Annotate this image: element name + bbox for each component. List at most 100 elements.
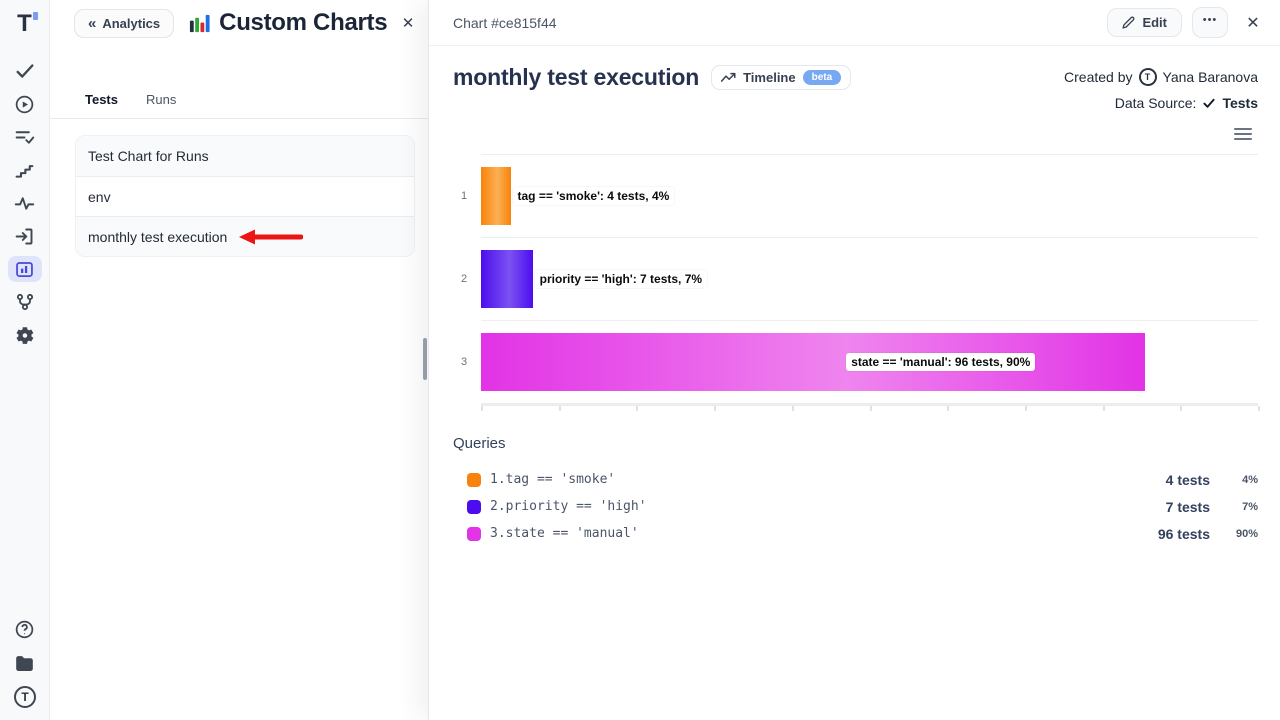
- bar-data-label: tag == 'smoke': 4 tests, 4%: [512, 187, 675, 205]
- panel-close-button[interactable]: ✕: [1242, 12, 1264, 34]
- bar-priority-high[interactable]: [481, 250, 533, 308]
- close-icon: ✕: [1246, 14, 1260, 32]
- queries-title: Queries: [453, 435, 506, 452]
- y-axis-label: 1: [461, 190, 468, 202]
- trending-up-icon: [721, 72, 736, 84]
- bar-row: 2 priority == 'high': 7 tests, 7%: [461, 237, 1258, 320]
- bar-chart-icon: [14, 259, 35, 280]
- query-test-count: 7 tests: [1165, 498, 1210, 515]
- query-number: 1.: [490, 472, 506, 487]
- page-title: Custom Charts: [219, 9, 388, 36]
- sidebar-item-analytics[interactable]: [7, 256, 42, 282]
- beta-badge: beta: [802, 70, 842, 85]
- back-to-analytics-button[interactable]: « Analytics: [74, 8, 175, 38]
- created-by-label: Created by: [1064, 69, 1133, 85]
- check-icon: [1202, 96, 1216, 110]
- list-item-label: monthly test execution: [88, 228, 228, 245]
- custom-charts-topbar: « Analytics Custom Charts ✕: [50, 0, 428, 46]
- sidebar-nav: [7, 58, 42, 348]
- app-logo-icon[interactable]: T: [17, 10, 38, 44]
- sidebar-footer: T: [8, 616, 42, 710]
- panel-header-title: Chart #ce815f44: [453, 14, 557, 31]
- list-item-label: env: [88, 188, 111, 205]
- steps-icon: [14, 160, 35, 181]
- task-list-icon: [14, 127, 35, 148]
- chart-meta: Created by T Yana Baranova Data Source: …: [1064, 64, 1258, 116]
- query-row-3: 3.state == 'manual' 96 tests 90%: [467, 520, 1258, 547]
- query-expression: 3.state == 'manual': [490, 526, 639, 541]
- query-percent: 7%: [1242, 500, 1258, 513]
- timeline-toggle-button[interactable]: Timeline beta: [711, 65, 852, 90]
- app-logo-letter: T: [17, 10, 32, 37]
- data-source-label: Data Source:: [1114, 95, 1197, 111]
- list-item-label: Test Chart for Runs: [88, 148, 209, 164]
- query-number: 2.: [490, 499, 506, 514]
- bar-row: 3 state == 'manual': 96 tests, 90%: [461, 320, 1258, 403]
- query-percent: 90%: [1235, 527, 1258, 540]
- chevrons-left-icon: «: [88, 14, 97, 32]
- bar-tag-smoke[interactable]: [481, 167, 511, 225]
- query-test-count: 96 tests: [1157, 525, 1210, 542]
- bar-data-label: state == 'manual': 96 tests, 90%: [846, 353, 1036, 371]
- list-item-test-chart-for-runs[interactable]: Test Chart for Runs: [76, 136, 414, 176]
- bar-chart-plot: 1 tag == 'smoke': 4 tests, 4% 2 priority…: [461, 154, 1260, 411]
- bar-state-manual[interactable]: [481, 333, 1146, 391]
- sidebar-item-branches[interactable]: [8, 289, 42, 315]
- page-scrollbar-thumb[interactable]: [423, 338, 427, 380]
- svg-text:T: T: [21, 690, 29, 704]
- account-button[interactable]: T: [8, 684, 42, 710]
- query-expression: 1.tag == 'smoke': [490, 472, 615, 487]
- custom-charts-page: « Analytics Custom Charts ✕ Tests Runs T…: [50, 0, 428, 720]
- page-title-wrap: Custom Charts: [188, 9, 388, 37]
- sidebar-item-runs[interactable]: [8, 91, 42, 117]
- ellipsis-icon: •••: [1202, 13, 1218, 26]
- icon-sidebar: T: [0, 0, 50, 720]
- tab-tests[interactable]: Tests: [85, 92, 118, 107]
- projects-button[interactable]: [8, 650, 42, 676]
- panel-header: Chart #ce815f44 Edit ••• ✕: [429, 0, 1280, 46]
- query-number: 3.: [490, 526, 506, 541]
- chart-title: monthly test execution: [453, 64, 700, 90]
- list-item-env[interactable]: env: [76, 176, 414, 216]
- red-arrow-annotation-icon: [237, 228, 304, 246]
- query-color-swatch: [467, 526, 481, 541]
- sidebar-item-milestones[interactable]: [8, 157, 42, 183]
- created-by-name: Yana Baranova: [1162, 69, 1258, 85]
- sidebar-item-settings[interactable]: [8, 322, 42, 348]
- query-expression: 2.priority == 'high': [490, 499, 647, 514]
- queries-section: Queries 1.tag == 'smoke' 4 tests 4% 2.pr…: [453, 435, 1258, 547]
- import-icon: [14, 226, 35, 247]
- account-logo-icon: T: [13, 685, 37, 709]
- sidebar-item-import[interactable]: [8, 223, 42, 249]
- chart-title-row: monthly test execution Timeline beta Cre…: [453, 64, 1258, 116]
- sidebar-item-pulse[interactable]: [8, 190, 42, 216]
- x-axis: [481, 403, 1260, 411]
- projects-folder-icon: [14, 653, 35, 674]
- page-close-button[interactable]: ✕: [398, 13, 418, 33]
- query-rows: 1.tag == 'smoke' 4 tests 4% 2.priority =…: [467, 466, 1258, 547]
- chart-menu-icon[interactable]: [1234, 128, 1252, 140]
- bar-row: 1 tag == 'smoke': 4 tests, 4%: [461, 154, 1258, 237]
- query-row-1: 1.tag == 'smoke' 4 tests 4%: [467, 466, 1258, 493]
- avatar: T: [1138, 68, 1157, 86]
- list-item-monthly-test-execution[interactable]: monthly test execution: [76, 216, 414, 256]
- logo-accent: [32, 12, 38, 20]
- y-axis-label: 2: [461, 273, 468, 285]
- more-options-button[interactable]: •••: [1192, 7, 1228, 38]
- help-button[interactable]: [8, 616, 42, 642]
- settings-gear-icon: [14, 325, 35, 346]
- chart-detail-panel: Chart #ce815f44 Edit ••• ✕ monthly test …: [428, 0, 1280, 720]
- sidebar-item-plans[interactable]: [8, 124, 42, 150]
- query-color-swatch: [467, 499, 481, 514]
- data-source-line: Data Source: Tests: [1064, 90, 1258, 116]
- colored-bar-chart-icon: [188, 12, 211, 35]
- pencil-icon: [1122, 16, 1135, 29]
- tab-runs[interactable]: Runs: [146, 92, 177, 107]
- sidebar-item-tests[interactable]: [8, 58, 42, 84]
- help-icon: [14, 619, 35, 640]
- git-branch-icon: [15, 292, 35, 312]
- bar-data-label: priority == 'high': 7 tests, 7%: [534, 270, 708, 288]
- chart-menu-row: [453, 128, 1258, 140]
- edit-button[interactable]: Edit: [1107, 8, 1182, 37]
